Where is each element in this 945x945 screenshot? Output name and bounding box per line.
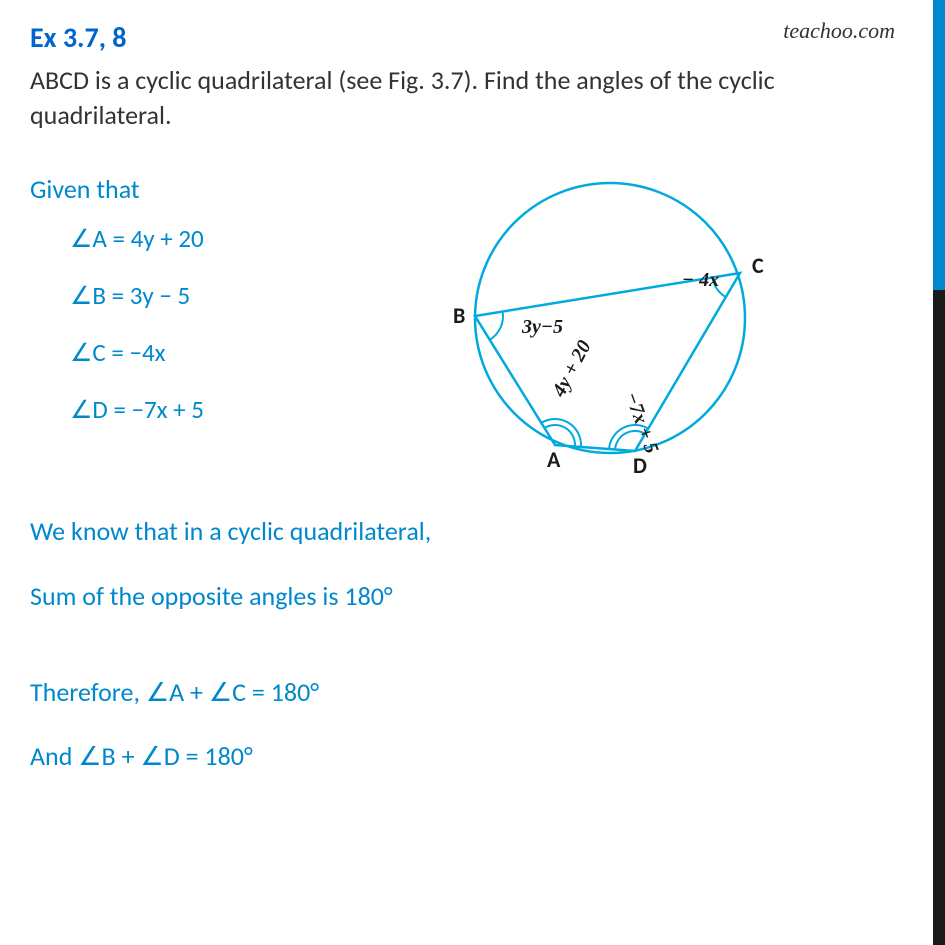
svg-text:A: A <box>547 446 561 473</box>
svg-text:−7x + 5: −7x + 5 <box>620 389 662 456</box>
svg-text:− 4x: − 4x <box>682 269 719 291</box>
accent-border-top <box>933 0 945 290</box>
diagram: ABCD 3y−5− 4x4y + 20−7x + 5 <box>410 173 905 463</box>
explanation-line-4: And ∠B + ∠D = 180° <box>30 738 905 774</box>
given-label: Given that <box>30 173 370 205</box>
svg-text:4y + 20: 4y + 20 <box>548 337 596 401</box>
problem-statement: ABCD is a cyclic quadrilateral (see Fig.… <box>30 63 850 133</box>
accent-border-bottom <box>933 290 945 945</box>
content-row: Given that ∠A = 4y + 20 ∠B = 3y − 5 ∠C =… <box>30 173 905 463</box>
watermark: teachoo.com <box>783 18 895 44</box>
angle-A: ∠A = 4y + 20 <box>70 223 370 254</box>
explanation-line-3: Therefore, ∠A + ∠C = 180° <box>30 674 905 710</box>
cyclic-quadrilateral-svg: ABCD 3y−5− 4x4y + 20−7x + 5 <box>410 173 810 473</box>
angle-B: ∠B = 3y − 5 <box>70 280 370 311</box>
exercise-title: Ex 3.7, 8 <box>30 20 905 55</box>
svg-text:B: B <box>453 302 465 329</box>
explanation-line-1: We know that in a cyclic quadrilateral, <box>30 513 905 549</box>
svg-text:3y−5: 3y−5 <box>521 316 563 338</box>
given-section: Given that ∠A = 4y + 20 ∠B = 3y − 5 ∠C =… <box>30 173 370 463</box>
svg-text:C: C <box>752 252 764 279</box>
angle-C: ∠C = −4x <box>70 337 370 368</box>
angle-D: ∠D = −7x + 5 <box>70 394 370 425</box>
explanation-line-2: Sum of the opposite angles is 180° <box>30 578 905 614</box>
